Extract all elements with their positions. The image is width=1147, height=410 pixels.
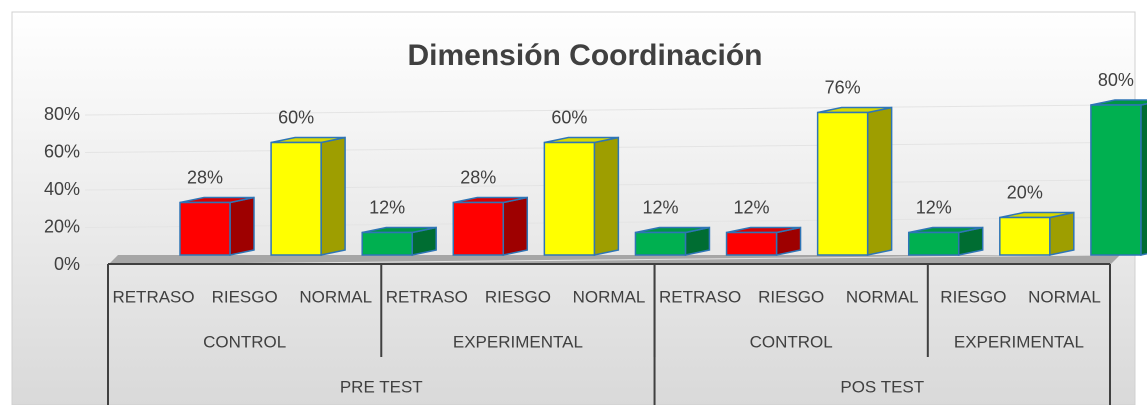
bar-side — [1140, 102, 1147, 256]
x-tick-label: RIESGO — [758, 287, 824, 306]
data-label: 12% — [916, 197, 952, 217]
bar-side — [866, 106, 893, 256]
data-label: 28% — [187, 167, 223, 187]
group-label: POS TEST — [840, 377, 924, 396]
x-tick-label: RETRASO — [386, 287, 468, 306]
y-tick-label: 60% — [44, 141, 80, 161]
data-label: 28% — [460, 167, 496, 187]
bar — [543, 141, 596, 256]
x-tick-label: NORMAL — [299, 287, 372, 306]
x-tick-label: RIESGO — [212, 287, 278, 306]
x-tick-label: RETRASO — [112, 287, 194, 306]
bar — [907, 231, 960, 256]
y-tick-label: 80% — [44, 104, 80, 124]
y-tick-label: 40% — [44, 179, 80, 199]
bar — [725, 231, 778, 256]
bar — [816, 111, 869, 256]
data-label: 60% — [278, 107, 314, 127]
data-label: 76% — [825, 77, 861, 97]
bar — [999, 216, 1051, 256]
x-tick-label: NORMAL — [573, 287, 646, 306]
bar-side — [320, 136, 346, 256]
bar-side — [229, 196, 255, 256]
x-tick-label: RETRASO — [659, 287, 741, 306]
chart-title: Dimensión Coordinación — [407, 39, 762, 72]
group-label: EXPERIMENTAL — [954, 332, 1084, 351]
y-tick-label: 20% — [44, 216, 80, 236]
bar — [634, 231, 687, 256]
bar — [1090, 104, 1142, 256]
data-label: 80% — [1098, 70, 1134, 90]
bar-side — [502, 196, 529, 256]
group-label: PRE TEST — [340, 377, 423, 396]
x-tick-label: NORMAL — [1028, 287, 1101, 306]
data-label: 20% — [1007, 182, 1043, 202]
bar — [361, 231, 413, 256]
y-tick-label: 0% — [54, 254, 80, 274]
x-tick-label: RIESGO — [940, 287, 1006, 306]
bar — [179, 201, 231, 256]
group-label: CONTROL — [750, 332, 833, 351]
x-tick-label: RIESGO — [485, 287, 551, 306]
bar-side — [1049, 211, 1075, 256]
data-label: 60% — [551, 107, 587, 127]
group-label: CONTROL — [203, 332, 286, 351]
data-label: 12% — [734, 197, 770, 217]
data-label: 12% — [369, 197, 405, 217]
x-tick-label: NORMAL — [846, 287, 919, 306]
group-label: EXPERIMENTAL — [453, 332, 583, 351]
grid-line — [84, 104, 1111, 116]
bar — [452, 201, 505, 256]
bar — [270, 141, 322, 256]
data-label: 12% — [642, 197, 678, 217]
bar-side — [593, 136, 620, 256]
